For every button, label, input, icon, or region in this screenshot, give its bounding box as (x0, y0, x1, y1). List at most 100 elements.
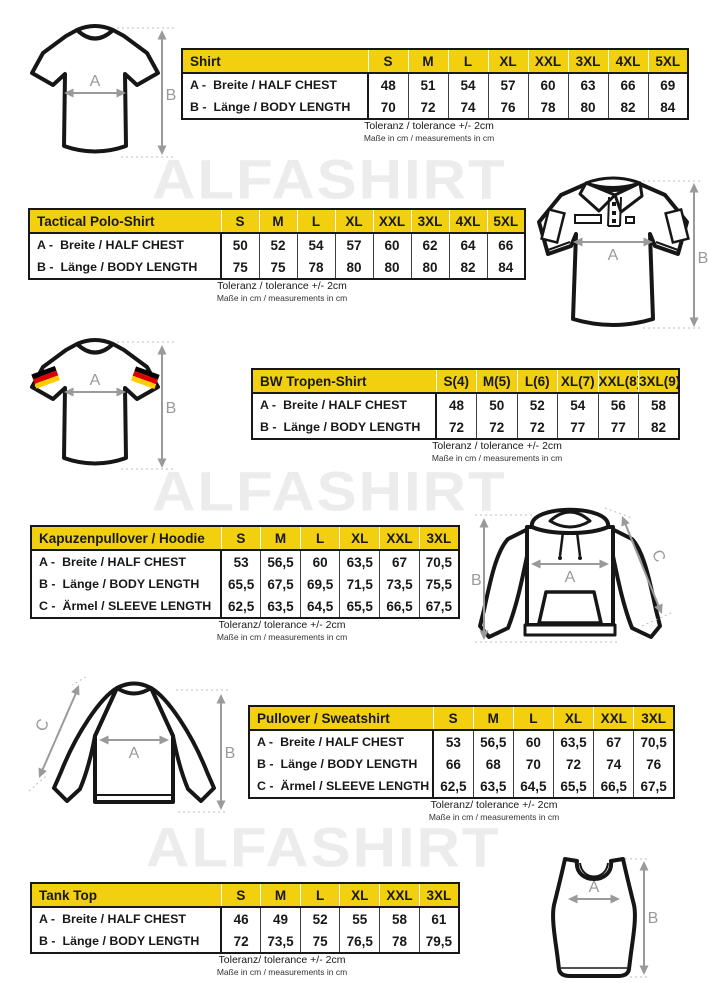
measure-value-cell: 56 (597, 393, 639, 416)
table-title: Tank Top (31, 883, 221, 908)
tolerance-note: Toleranz/ tolerance +/- 2cm Maße in cm / … (374, 799, 614, 822)
measure-value-cell: 60 (299, 550, 340, 573)
measure-value-cell: 67,5 (418, 595, 459, 618)
measure-value-cell: 54 (447, 73, 488, 96)
hoodie-outline (478, 507, 662, 639)
measure-value-cell: 80 (567, 96, 608, 119)
table-title: Pullover / Sweatshirt (249, 706, 433, 731)
tolerance-line: Toleranz/ tolerance +/- 2cm (218, 954, 346, 966)
half-chest-arrow (531, 559, 609, 569)
tolerance-line: Toleranz / tolerance +/- 2cm (432, 440, 562, 452)
size-column-header: XL (339, 526, 380, 551)
measure-value-cell: 74 (593, 753, 634, 775)
measure-value-cell: 57 (487, 73, 528, 96)
measure-value-cell: 58 (638, 393, 679, 416)
measure-value-cell: 70,5 (633, 730, 674, 753)
measure-value-cell: 84 (647, 96, 688, 119)
measure-row: B - Länge / BODY LENGTH 75 75 78 80 80 80 82 84 (29, 256, 525, 279)
dim-label-b: B (166, 87, 177, 104)
measure-value-cell: 72 (407, 96, 448, 119)
size-column-header: XL (339, 883, 380, 908)
measure-row: C - Ärmel / SLEEVE LENGTH 62,5 63,5 64,5 65,5… (31, 595, 459, 618)
size-column-header: XXL (379, 526, 420, 551)
measure-value-cell: 63,5 (472, 775, 514, 798)
units-line: Maße in cm / measurements in cm (428, 812, 560, 822)
measure-value-cell: 75 (220, 256, 259, 279)
watermark-alfashirt: ALFASHIRT (152, 148, 507, 211)
measure-value-cell: 57 (334, 233, 373, 256)
measure-row: C - Ärmel / SLEEVE LENGTH 62,5 63,5 64,5 65,5… (249, 775, 674, 798)
measure-value-cell: 65,5 (339, 595, 380, 618)
size-table: Kapuzenpullover / Hoodie S M L XL XXL 3XL A - Br… (30, 525, 460, 619)
size-column-header: M (258, 209, 297, 234)
measure-row: B - Länge / BODY LENGTH 70 72 74 76 78 80 82 84 (182, 96, 688, 119)
measure-value-cell: 74 (447, 96, 488, 119)
measure-value-cell: 75 (299, 930, 340, 953)
measure-value-cell: 62,5 (220, 595, 261, 618)
tolerance-line: Toleranz/ tolerance +/- 2cm (218, 619, 346, 631)
dim-label-c: C (648, 548, 668, 565)
measure-row-label: A - Breite / HALF CHEST (182, 73, 369, 96)
measure-row-label: B - Länge / BODY LENGTH (252, 416, 437, 439)
measure-row-label: B - Länge / BODY LENGTH (29, 256, 222, 279)
measure-value-cell: 80 (372, 256, 411, 279)
size-column-header: 3XL (418, 526, 459, 551)
tolerance-note: Toleranz / tolerance +/- 2cm Maße in cm /… (309, 120, 549, 143)
size-column-header: 3XL (410, 209, 449, 234)
measure-value-cell: 60 (372, 233, 411, 256)
measure-row: B - Länge / BODY LENGTH 65,5 67,5 69,5 71,5 73… (31, 573, 459, 595)
measure-value-cell: 68 (472, 753, 514, 775)
size-column-header: 4XL (448, 209, 487, 234)
body-length-arrow (475, 514, 618, 643)
half-chest-arrow (64, 88, 126, 98)
measure-row-label: A - Breite / HALF CHEST (249, 730, 434, 753)
size-table: Pullover / Sweatshirt S M L XL XXL 3XL A - Breit… (248, 705, 675, 799)
tolerance-note: Toleranz/ tolerance +/- 2cm Maße in cm / … (162, 619, 402, 642)
tshirt-outline (30, 338, 160, 466)
size-column-header: L (512, 706, 554, 731)
measure-value-cell: 70,5 (418, 550, 459, 573)
measure-value-cell: 54 (557, 393, 598, 416)
measure-value-cell: 56,5 (260, 550, 301, 573)
size-column-header: M (260, 526, 301, 551)
measure-value-cell: 71,5 (339, 573, 380, 595)
tolerance-note: Toleranz/ tolerance +/- 2cm Maße in cm / … (162, 954, 402, 977)
measure-value-cell: 80 (410, 256, 449, 279)
measure-value-cell: 77 (557, 416, 598, 439)
measure-value-cell: 69,5 (299, 573, 340, 595)
bw-tropen-shirt-illustration: A B (15, 330, 185, 487)
measure-value-cell: 70 (367, 96, 408, 119)
measure-value-cell: 77 (597, 416, 639, 439)
tolerance-note: Toleranz / tolerance +/- 2cm Maße in cm /… (377, 440, 617, 463)
measure-value-cell: 51 (407, 73, 448, 96)
measure-row-label: A - Breite / HALF CHEST (29, 233, 222, 256)
measure-value-cell: 72 (552, 753, 594, 775)
size-column-header: M (260, 883, 301, 908)
measure-value-cell: 64 (448, 233, 487, 256)
sweatshirt-outline (52, 681, 216, 804)
measure-value-cell: 52 (516, 393, 558, 416)
size-column-header: S (220, 209, 259, 234)
size-column-header: XL (552, 706, 594, 731)
measure-value-cell: 72 (220, 930, 261, 953)
units-line: Maße in cm / measurements in cm (216, 967, 348, 977)
measure-value-cell: 72 (435, 416, 477, 439)
measure-value-cell: 73,5 (379, 573, 420, 595)
size-table: BW Tropen-Shirt S(4) M(5) L(6) XL(7) XXL(8) 3X… (251, 368, 680, 440)
measure-value-cell: 70 (512, 753, 554, 775)
measure-value-cell: 72 (476, 416, 517, 439)
size-table: Tactical Polo-Shirt S M L XL XXL 3XL 4XL 5XL A -B… (28, 208, 526, 280)
measure-value-cell: 79,5 (418, 930, 459, 953)
size-column-header: 5XL (647, 49, 688, 74)
measure-value-cell: 75,5 (418, 573, 459, 595)
polo-size-table: Tactical Polo-Shirt S M L XL XXL 3XL 4XL 5XL A -B… (28, 208, 526, 280)
tank-top-size-table: Tank Top S M L XL XXL 3XL A - Breite / HALF CHES… (30, 882, 460, 954)
table-title: Kapuzenpullover / Hoodie (31, 526, 221, 551)
dim-label-a: A (90, 73, 101, 90)
measure-row-label: B - Länge / BODY LENGTH (31, 930, 222, 953)
watermark-alfashirt: ALFASHIRT (152, 460, 507, 523)
size-column-header: XXL (593, 706, 634, 731)
measure-value-cell: 82 (448, 256, 487, 279)
tolerance-line: Toleranz/ tolerance +/- 2cm (430, 799, 558, 811)
